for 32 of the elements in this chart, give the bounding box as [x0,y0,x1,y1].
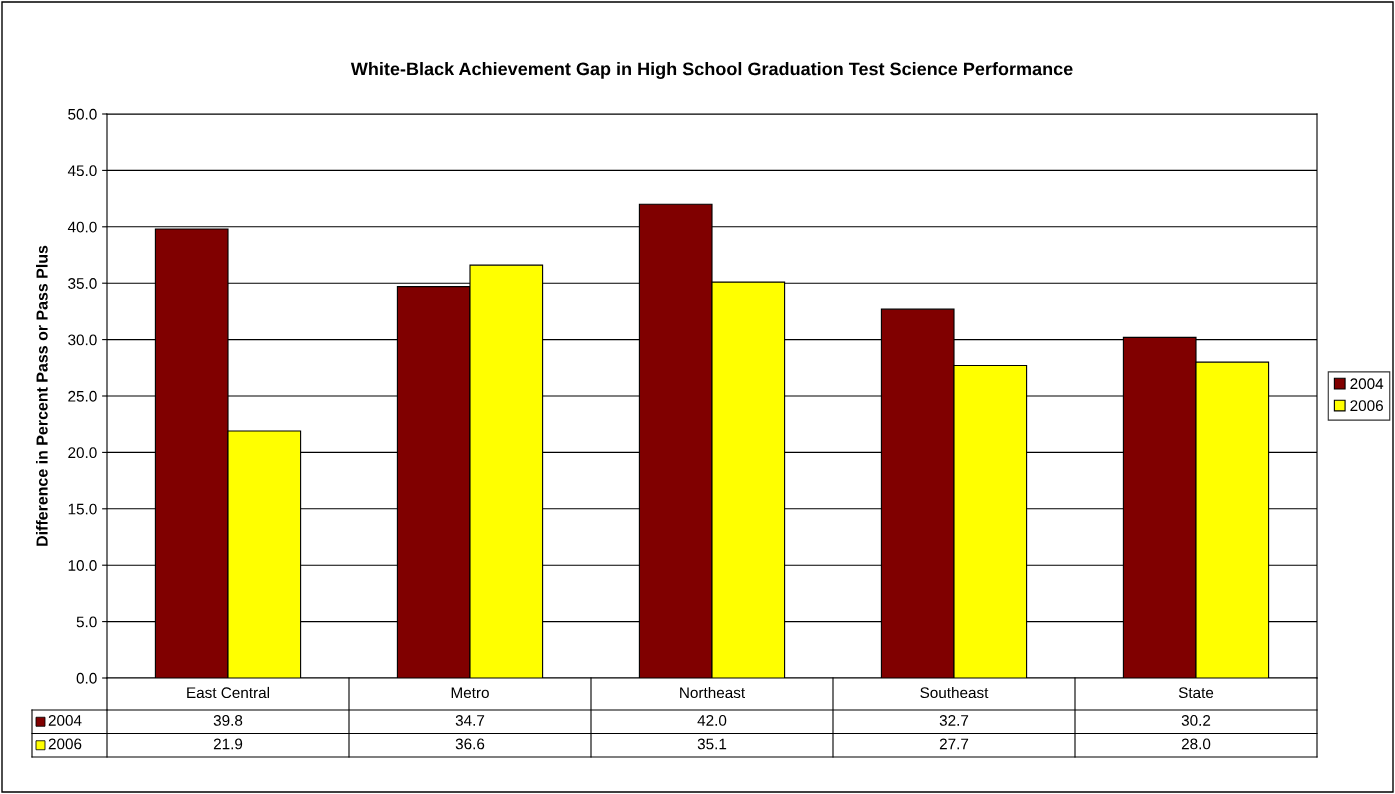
data-label: 28.0 [1181,738,1211,750]
data-label: 32.7 [939,715,969,726]
y-tick-label: 0.0 [76,672,97,684]
y-tick-label: 50.0 [68,108,97,120]
text: 2006 [48,738,82,750]
y-tick-label: 20.0 [68,447,97,459]
x-tick-label: Southeast [920,686,989,699]
data-label: 42.0 [697,715,727,726]
y-tick-label: 25.0 [68,390,97,402]
text: 2004 [1350,378,1384,390]
data-label: 35.1 [697,738,727,750]
legend-label: 2006 [1350,400,1383,412]
y-tick-label: 10.0 [68,560,97,571]
legend-label: 2004 [48,715,82,726]
y-tick-label: 45.0 [67,165,97,177]
x-tick-label: Metro [451,687,489,699]
chart-title: White-Black Achievement Gap in High School Graduation Test Science Performance [350,62,1073,79]
y-tick-label: 30.0 [68,334,97,346]
data-label: 34.7 [455,715,485,726]
y-tick-label: 5.0 [76,616,97,628]
data-label: 36.6 [455,738,485,750]
x-tick-label: East Central [187,686,270,699]
data-label: 39.8 [213,715,243,726]
data-label: 30.2 [1181,715,1211,726]
data-label: 21.9 [213,738,243,750]
y-axis-title: Difference in Percent Pass or Pass Plus [35,245,48,546]
y-tick-label: 35.0 [68,278,97,289]
data-label: 27.7 [939,738,969,750]
y-tick-label: 40.0 [67,221,97,233]
x-tick-label: State [1178,687,1214,699]
x-tick-label: Northeast [680,686,746,699]
y-tick-label: 15.0 [68,503,97,515]
